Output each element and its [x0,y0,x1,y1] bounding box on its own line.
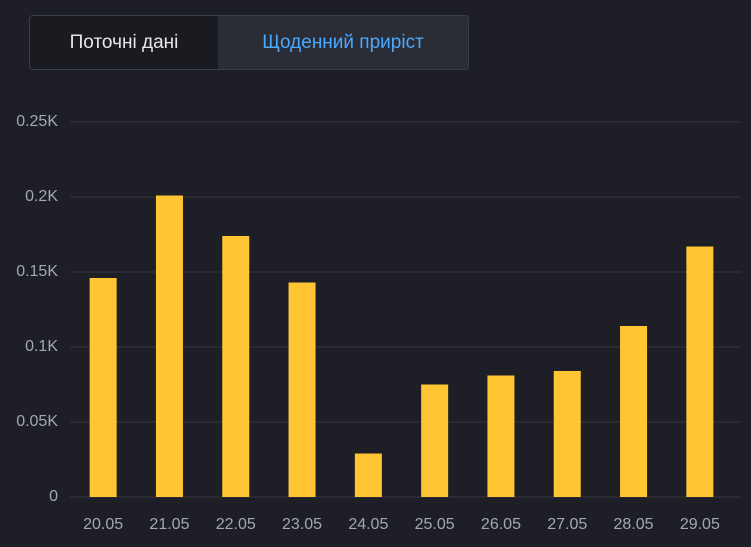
bar [288,282,316,497]
bar [686,246,714,497]
bar [89,278,117,497]
y-tick-label: 0.15K [16,263,58,280]
x-tick-label: 29.05 [680,516,720,533]
x-tick-label: 26.05 [481,516,521,533]
bar [155,195,183,497]
tab[interactable]: Поточні дані [30,16,218,69]
y-tick-label: 0.25K [16,113,58,130]
tab-active[interactable]: Щоденний приріст [218,16,468,69]
x-tick-label: 24.05 [348,516,388,533]
x-tick-label: 22.05 [216,516,256,533]
x-tick-label: 23.05 [282,516,322,533]
y-tick-label: 0.05K [16,413,58,430]
x-tick-label: 28.05 [614,516,654,533]
x-tick-label: 27.05 [547,516,587,533]
x-tick-label: 25.05 [415,516,455,533]
y-tick-label: 0.1K [25,338,58,355]
x-tick-label: 20.05 [83,516,123,533]
bar [620,326,648,497]
bar [354,453,382,497]
bar [222,236,250,497]
x-tick-label: 21.05 [149,516,189,533]
y-tick-label: 0.2K [25,188,58,205]
bar [421,384,449,497]
bar [487,375,515,497]
tab-bar: Поточні дані Щоденний приріст [29,15,469,70]
y-tick-label: 0 [49,488,58,505]
bar [553,371,581,497]
